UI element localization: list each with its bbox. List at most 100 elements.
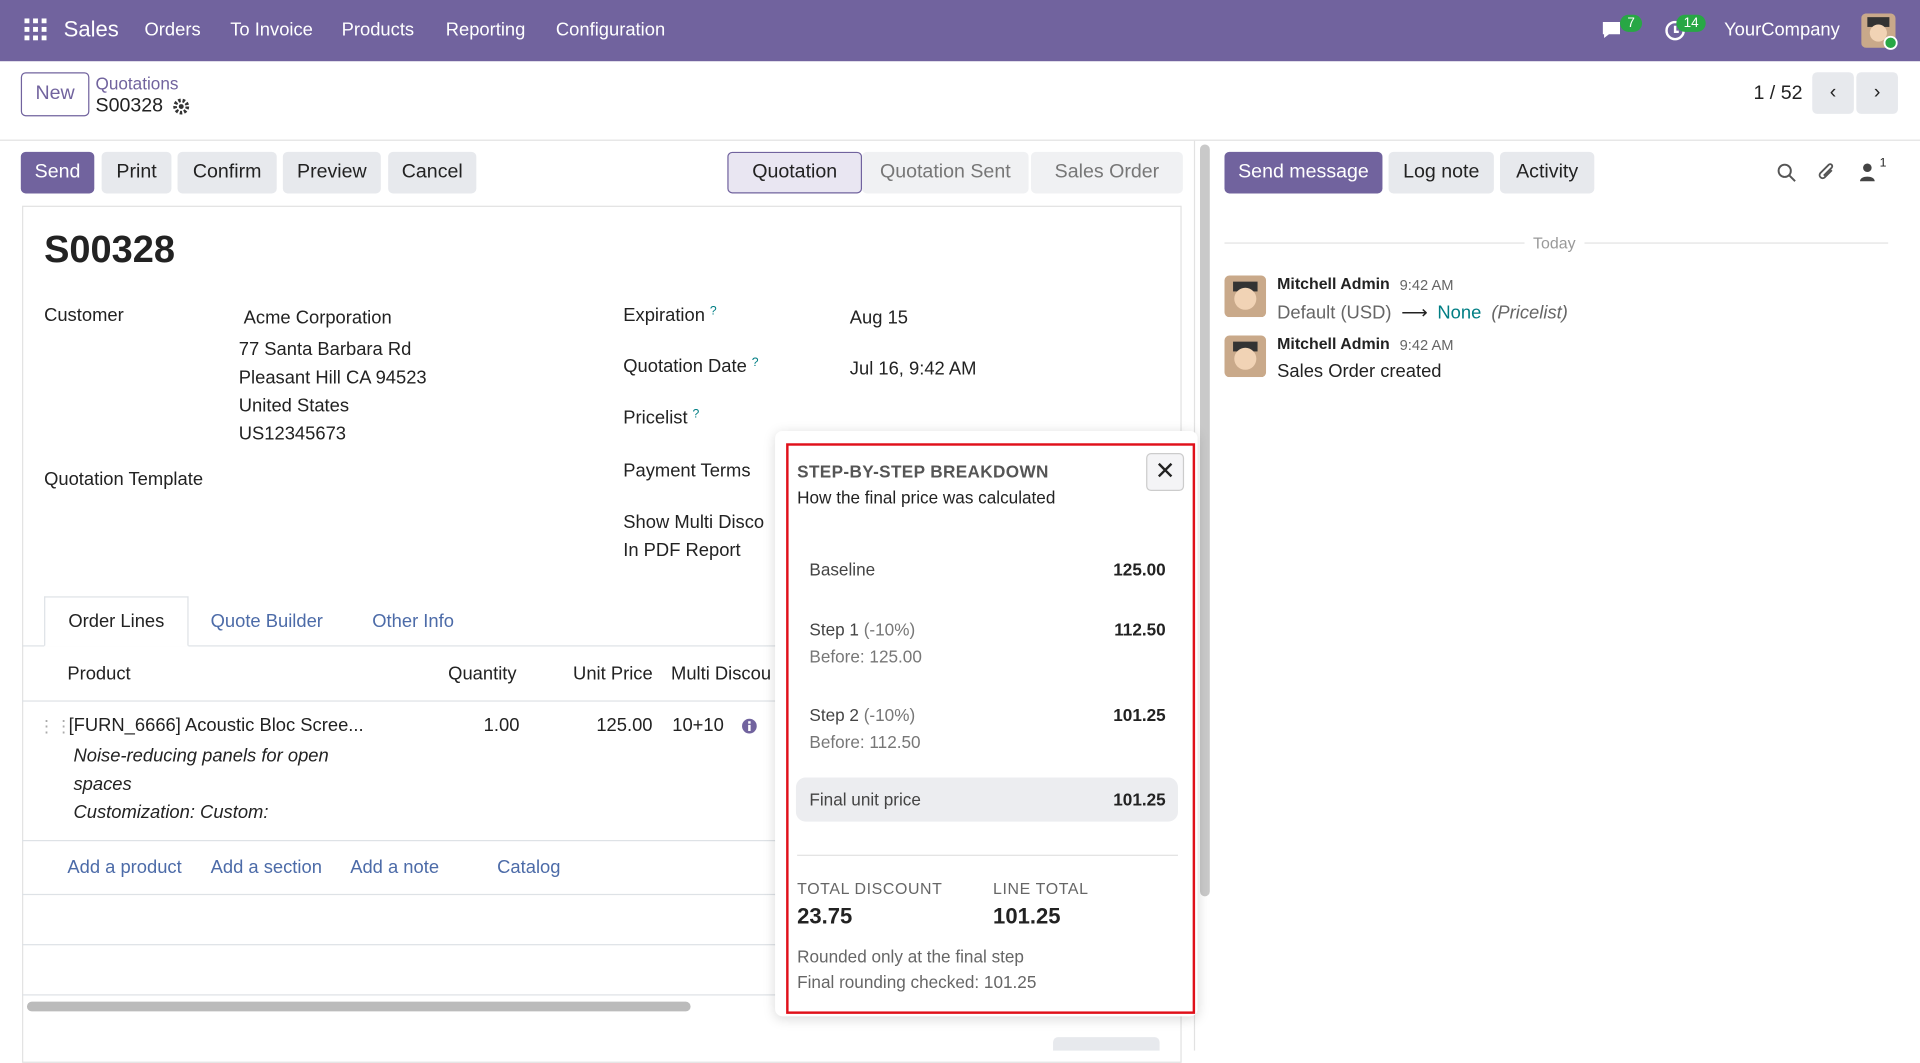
help-mark[interactable]: ? xyxy=(709,304,717,319)
action-button[interactable]: Send xyxy=(20,151,95,194)
action-button[interactable]: Print xyxy=(101,151,172,194)
field-name: (Pricelist) xyxy=(1491,302,1568,324)
line-description: spaces xyxy=(73,773,132,795)
customer-name[interactable]: Acme Corporation xyxy=(243,307,392,329)
summary-label: TOTAL DISCOUNT xyxy=(797,879,943,898)
line-quantity[interactable]: 1.00 xyxy=(483,715,520,736)
address-line: US12345673 xyxy=(238,423,347,445)
row-line xyxy=(22,994,776,996)
menu-item[interactable]: Products xyxy=(341,19,415,41)
author-avatar xyxy=(1224,275,1267,318)
menu-item[interactable]: Configuration xyxy=(555,19,666,41)
step-value: 112.50 xyxy=(1114,619,1166,640)
field-value[interactable]: Aug 15 xyxy=(849,307,909,329)
field-label: Payment Terms xyxy=(623,460,751,482)
chatter-button[interactable]: Log note xyxy=(1388,151,1494,194)
column-header[interactable]: Unit Price xyxy=(573,663,653,685)
divider xyxy=(0,139,1920,141)
menu-item[interactable]: Orders xyxy=(144,19,201,41)
action-button[interactable]: Cancel xyxy=(388,151,477,194)
drag-handle[interactable]: ⋮⋮ xyxy=(37,716,73,736)
final-value: 101.25 xyxy=(1113,789,1166,810)
step-before: Before: 125.00 xyxy=(809,646,922,667)
apps-icon[interactable] xyxy=(24,18,47,41)
add-link[interactable]: Add a product xyxy=(67,857,182,878)
add-link[interactable]: Add a note xyxy=(350,857,440,878)
tab[interactable]: Quote Builder xyxy=(210,611,323,632)
line-discount[interactable]: 10+10 xyxy=(672,715,724,736)
info-icon[interactable] xyxy=(741,718,758,735)
badge: 14 xyxy=(1676,14,1707,32)
tab-active[interactable]: Order Lines xyxy=(44,596,189,647)
arrow: ⟶ xyxy=(1401,302,1428,324)
menu-item[interactable]: To Invoice xyxy=(230,19,313,41)
column-header[interactable]: Product xyxy=(67,663,131,685)
h-scrollbar[interactable] xyxy=(26,1001,691,1012)
action-button[interactable]: Preview xyxy=(282,151,381,194)
pager-next[interactable]: › xyxy=(1856,72,1898,114)
add-link[interactable]: Add a section xyxy=(210,857,322,878)
date-separator: Today xyxy=(1524,233,1585,253)
tab[interactable]: Other Info xyxy=(372,611,454,632)
old-value: Default (USD) xyxy=(1277,302,1392,324)
summary-value: 101.25 xyxy=(993,903,1061,929)
message-body: Sales Order created xyxy=(1277,361,1442,383)
company[interactable]: YourCompany xyxy=(1724,19,1840,41)
new-button[interactable]: New xyxy=(20,72,90,117)
close-button[interactable]: ✕ xyxy=(1146,453,1185,492)
followers-count: 1 xyxy=(1879,156,1887,171)
field-label: Pricelist xyxy=(623,407,688,429)
step-value: 101.25 xyxy=(1113,705,1166,725)
button-stub[interactable] xyxy=(1053,1037,1160,1051)
followers-icon[interactable] xyxy=(1860,163,1877,183)
help-mark[interactable]: ? xyxy=(692,407,700,422)
summary-value: 23.75 xyxy=(797,903,853,929)
step-percent: (-10%) xyxy=(863,619,916,640)
help-mark[interactable]: ? xyxy=(751,356,759,370)
field-value[interactable]: Jul 16, 9:42 AM xyxy=(849,358,977,380)
field-label: Quotation Template xyxy=(44,468,204,490)
pager-prev[interactable]: ‹ xyxy=(1812,72,1854,114)
step-value: 125.00 xyxy=(1113,559,1166,580)
status-current[interactable]: Quotation xyxy=(727,151,863,194)
step-before: Before: 112.50 xyxy=(809,732,921,752)
add-link[interactable]: Catalog xyxy=(497,857,561,878)
popover xyxy=(786,443,1196,1014)
record-name: S00328 xyxy=(95,95,164,117)
chat-icon[interactable] xyxy=(1600,18,1627,42)
status-step[interactable]: Quotation Sent xyxy=(862,151,1029,194)
gear-icon[interactable] xyxy=(173,98,190,115)
popover-subtitle: How the final price was calculated xyxy=(797,487,1056,507)
breadcrumb[interactable]: Quotations xyxy=(95,73,179,94)
status-step[interactable]: Sales Order xyxy=(1031,151,1183,194)
note: Rounded only at the final step xyxy=(797,946,1024,967)
v-scrollbar[interactable] xyxy=(1200,144,1210,897)
column-header[interactable]: Quantity xyxy=(448,663,517,685)
row-line xyxy=(22,700,776,702)
field-label: Show Multi Disco xyxy=(623,511,765,533)
field-label: Expiration xyxy=(623,304,705,326)
attachment-icon[interactable] xyxy=(1817,162,1837,184)
address-line: Pleasant Hill CA 94523 xyxy=(238,367,427,389)
step-label: Baseline xyxy=(809,559,876,580)
app-name[interactable]: Sales xyxy=(63,17,119,42)
tab-line xyxy=(22,645,1182,647)
column-header[interactable]: Multi Discou xyxy=(671,663,772,685)
note: Final rounding checked: 101.25 xyxy=(797,972,1037,992)
message-author[interactable]: Mitchell Admin xyxy=(1277,274,1390,293)
user-avatar[interactable] xyxy=(1861,13,1898,50)
chatter-button[interactable]: Send message xyxy=(1224,151,1383,194)
chatter-button[interactable]: Activity xyxy=(1500,151,1595,194)
row-line xyxy=(22,840,776,842)
message-author[interactable]: Mitchell Admin xyxy=(1277,334,1390,353)
search-icon[interactable] xyxy=(1777,163,1797,183)
field-label: Customer xyxy=(44,304,124,326)
line-product[interactable]: [FURN_6666] Acoustic Bloc Scree... xyxy=(68,715,364,736)
address-line: 77 Santa Barbara Rd xyxy=(238,339,412,361)
action-button[interactable]: Confirm xyxy=(177,151,277,194)
menu-item[interactable]: Reporting xyxy=(445,19,526,41)
final-row xyxy=(795,777,1178,822)
line-unit-price[interactable]: 125.00 xyxy=(596,715,653,736)
final-label: Final unit price xyxy=(809,789,921,810)
